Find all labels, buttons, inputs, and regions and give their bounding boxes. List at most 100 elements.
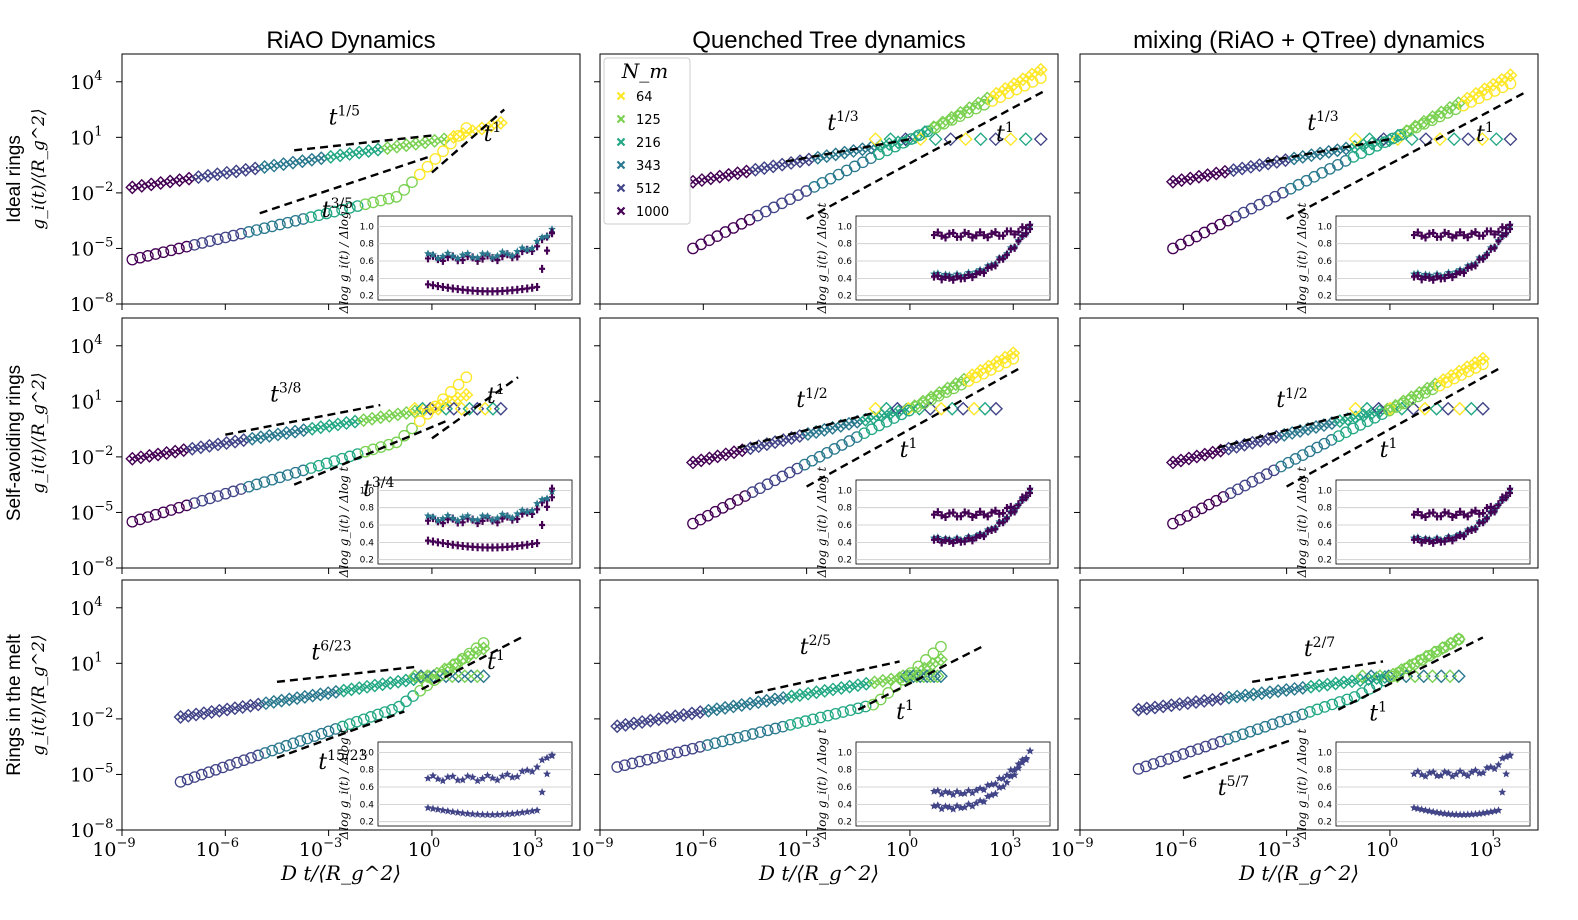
- inset-point-plus: [942, 513, 949, 522]
- data-point-diamond: [1477, 82, 1492, 97]
- inset-point-star: [438, 806, 447, 814]
- data-point-circle: [1383, 404, 1396, 417]
- data-point-circle: [992, 360, 1005, 373]
- inset-point-plus: [1445, 509, 1452, 518]
- data-point-circle: [918, 397, 930, 410]
- data-point-circle: [1181, 510, 1194, 522]
- data-point-circle: [695, 238, 707, 251]
- inset-point-plus: [950, 228, 957, 237]
- data-point-cross: [393, 142, 401, 151]
- inset-plot: 0.2 0.4 0.6 0.8 1.0 Δlog g_i(t) / Δlog t: [815, 729, 1051, 840]
- inset-point-star: [478, 774, 487, 782]
- data-point-circle: [1275, 460, 1287, 473]
- panel-2-0: 0.2 0.4 0.6 0.8 1.0 Δlog g_i(t) / Δlog t: [116, 579, 581, 840]
- data-point-circle: [735, 217, 748, 230]
- data-point-diamond: [328, 684, 343, 699]
- data-point-diamond: [676, 707, 691, 722]
- inset-tick-label: 0.6: [1318, 783, 1333, 793]
- inset-point-star: [548, 751, 556, 760]
- data-point-cross: [1233, 692, 1241, 701]
- inset-point-star: [513, 772, 522, 780]
- data-point-plateau: [1441, 401, 1456, 416]
- data-point-cross: [1348, 677, 1356, 686]
- data-point-circle: [769, 722, 782, 735]
- data-point-diamond: [321, 686, 336, 701]
- data-point-diamond: [859, 676, 874, 691]
- data-point-circle: [259, 747, 271, 759]
- legend-label: 216: [636, 136, 661, 151]
- data-point-circle: [940, 386, 953, 398]
- data-point-cross: [1208, 696, 1217, 704]
- inset-tick-label: 0.8: [838, 766, 853, 776]
- data-point-circle: [800, 185, 813, 197]
- data-point-circle: [1412, 390, 1424, 403]
- inset-point-plus: [1414, 228, 1421, 237]
- inset-tick-label: 0.8: [1318, 504, 1333, 514]
- data-point-circle: [813, 450, 826, 463]
- inset-point-plus: [1483, 250, 1490, 259]
- inset-point-star: [424, 511, 432, 520]
- data-point-diamond: [651, 712, 666, 727]
- inset-tick-label: 1.0: [838, 222, 853, 232]
- data-point-circle: [301, 732, 314, 745]
- data-point-cross: [260, 163, 269, 171]
- data-point-circle: [739, 490, 751, 502]
- inset-point-plus: [1449, 233, 1456, 242]
- data-point-circle: [807, 713, 819, 726]
- data-point-diamond: [1425, 110, 1440, 125]
- inset-point-star: [1003, 778, 1011, 786]
- inset-point-plus: [992, 524, 999, 533]
- data-point-cross: [1195, 173, 1203, 181]
- panel-1-1: 0.2 0.4 0.6 0.8 1.0 Δlog g_i(t) / Δlog t: [594, 317, 1059, 578]
- inset-point-star: [473, 253, 482, 262]
- data-point-diamond: [743, 441, 758, 456]
- data-point-circle: [281, 469, 294, 481]
- inset-point-plus: [1480, 254, 1487, 263]
- data-point-diamond: [352, 681, 367, 696]
- data-point-circle: [649, 752, 661, 764]
- data-point-circle: [297, 464, 310, 477]
- data-point-circle: [641, 753, 654, 766]
- data-point-diamond: [1209, 166, 1224, 181]
- data-point-circle: [633, 755, 646, 768]
- data-point-circle: [1184, 745, 1197, 758]
- inset-tick-label: 0.6: [360, 783, 375, 793]
- inset-point-star: [443, 807, 452, 815]
- data-point-cross: [359, 416, 368, 424]
- inset-point-plus: [1445, 270, 1452, 279]
- data-point-cross: [1177, 176, 1186, 184]
- inset-point-plus: [1472, 524, 1479, 533]
- inset-point-plus: [1441, 274, 1448, 283]
- inset-point-star: [933, 801, 942, 809]
- data-point-cross: [1402, 127, 1411, 135]
- inset-point-star: [538, 788, 547, 796]
- data-point-circle: [173, 501, 185, 514]
- data-point-plateau: [1489, 132, 1504, 147]
- data-point-plateau: [420, 669, 435, 684]
- data-point-diamond: [710, 449, 725, 464]
- inset-point-star: [453, 776, 462, 784]
- inset-point-star: [1413, 767, 1422, 775]
- inset-point-plus: [1453, 510, 1460, 519]
- data-point-plateau: [1394, 401, 1409, 416]
- data-point-plateau: [930, 669, 945, 684]
- power-law-guide: [1251, 660, 1384, 684]
- data-point-circle: [196, 494, 209, 507]
- data-point-cross: [205, 442, 214, 450]
- data-point-diamond: [817, 683, 832, 698]
- data-point-cross: [231, 437, 239, 446]
- data-point-circle: [280, 739, 293, 752]
- y-axis-label: g_i(t)/⟨R_g^2⟩: [29, 372, 49, 493]
- inset-point-plus: [988, 526, 995, 535]
- data-point-cross: [1506, 71, 1515, 80]
- inset-point-plus: [1422, 233, 1429, 242]
- x-tick-label: 10−3: [299, 836, 342, 861]
- data-point-cross: [166, 177, 174, 186]
- inset-frame: [377, 741, 573, 827]
- legend-label: 343: [636, 159, 661, 174]
- inset-point-plus: [988, 508, 995, 517]
- data-point-diamond: [834, 681, 849, 696]
- data-point-cross: [351, 417, 359, 426]
- inset-point-star: [433, 516, 442, 524]
- inset-point-plus: [1434, 535, 1441, 544]
